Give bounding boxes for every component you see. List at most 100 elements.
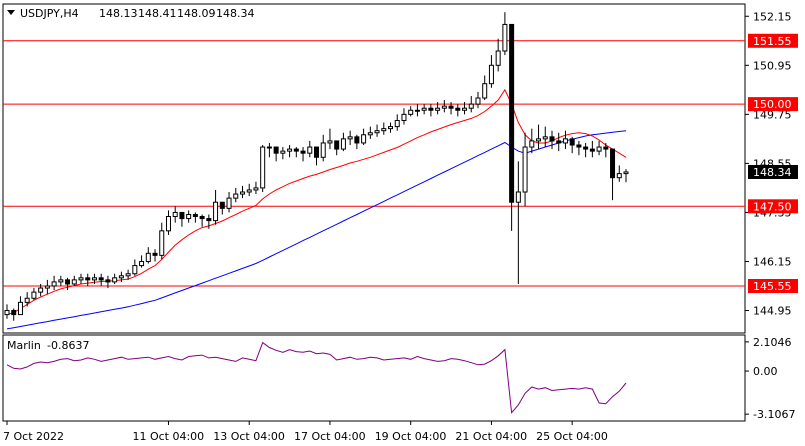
candle[interactable]	[105, 275, 111, 289]
candle[interactable]	[536, 124, 542, 150]
candle[interactable]	[408, 106, 414, 117]
candle[interactable]	[192, 212, 198, 223]
candle[interactable]	[273, 146, 279, 162]
candle[interactable]	[172, 206, 178, 223]
candle[interactable]	[213, 189, 219, 225]
candle[interactable]	[569, 136, 575, 154]
candle[interactable]	[549, 130, 555, 150]
candle[interactable]	[522, 132, 528, 207]
candle[interactable]	[556, 132, 562, 152]
candle[interactable]	[4, 304, 10, 319]
candle[interactable]	[125, 269, 131, 280]
candle[interactable]	[320, 134, 326, 162]
candle[interactable]	[509, 23, 515, 231]
candle[interactable]	[589, 140, 595, 158]
candle[interactable]	[85, 273, 91, 286]
candle[interactable]	[58, 275, 64, 286]
time-tick-label: 7 Oct 2022	[3, 430, 64, 443]
candle[interactable]	[206, 214, 212, 229]
candle[interactable]	[78, 273, 84, 284]
candle[interactable]	[293, 147, 299, 158]
candle[interactable]	[239, 185, 245, 199]
candle[interactable]	[448, 102, 454, 115]
candle[interactable]	[475, 91, 481, 109]
candle[interactable]	[91, 273, 97, 284]
candle[interactable]	[340, 132, 346, 152]
candle[interactable]	[388, 122, 394, 133]
candle[interactable]	[65, 277, 71, 291]
candle[interactable]	[152, 249, 158, 262]
candle[interactable]	[71, 275, 77, 286]
candle[interactable]	[435, 102, 441, 115]
level-label-box	[748, 33, 798, 48]
candle[interactable]	[347, 130, 353, 145]
candle[interactable]	[455, 104, 461, 117]
candle[interactable]	[17, 296, 23, 316]
candle[interactable]	[488, 55, 494, 88]
price-tick-label: 146.15	[753, 255, 792, 268]
candle[interactable]	[414, 104, 420, 117]
candle[interactable]	[542, 126, 548, 148]
candle[interactable]	[502, 12, 508, 56]
candle[interactable]	[199, 214, 205, 227]
candle[interactable]	[51, 275, 57, 291]
candle[interactable]	[354, 134, 360, 150]
candle[interactable]	[31, 288, 37, 301]
candle[interactable]	[610, 148, 616, 201]
candle[interactable]	[495, 38, 501, 72]
candle[interactable]	[327, 128, 333, 150]
candle[interactable]	[233, 187, 239, 203]
candle[interactable]	[367, 126, 373, 139]
candle[interactable]	[462, 102, 468, 115]
candle[interactable]	[307, 140, 313, 158]
candle[interactable]	[24, 292, 30, 307]
level-label: 150.00	[753, 98, 792, 111]
candle[interactable]	[38, 283, 44, 297]
candle[interactable]	[515, 161, 521, 284]
candle[interactable]	[468, 95, 474, 113]
dropdown-triangle-icon[interactable]	[7, 10, 15, 15]
candle[interactable]	[165, 210, 171, 235]
candle[interactable]	[219, 201, 225, 215]
candle[interactable]	[616, 165, 622, 182]
candle[interactable]	[428, 104, 434, 117]
candle[interactable]	[300, 147, 306, 162]
candle[interactable]	[562, 130, 568, 150]
candle[interactable]	[287, 145, 293, 158]
candle[interactable]	[246, 183, 252, 197]
candle[interactable]	[226, 192, 232, 213]
candle[interactable]	[159, 222, 165, 260]
candle[interactable]	[603, 142, 609, 158]
candle[interactable]	[280, 147, 286, 160]
candle[interactable]	[179, 211, 185, 227]
candle[interactable]	[529, 128, 535, 154]
candle[interactable]	[583, 142, 589, 158]
candle[interactable]	[260, 145, 266, 192]
candle[interactable]	[132, 259, 138, 276]
candle[interactable]	[253, 181, 259, 195]
candle[interactable]	[139, 255, 145, 268]
candle[interactable]	[576, 140, 582, 156]
candle[interactable]	[118, 271, 124, 282]
candle[interactable]	[266, 142, 272, 158]
candle[interactable]	[394, 114, 400, 131]
candle[interactable]	[44, 279, 50, 295]
candle[interactable]	[361, 128, 367, 145]
candle[interactable]	[186, 210, 192, 223]
candle[interactable]	[11, 308, 17, 321]
candle[interactable]	[441, 100, 447, 113]
candle[interactable]	[334, 140, 340, 156]
candle[interactable]	[482, 75, 488, 101]
candle[interactable]	[623, 169, 629, 183]
candle[interactable]	[421, 104, 427, 115]
time-tick-label: 13 Oct 04:00	[213, 430, 285, 443]
candle[interactable]	[112, 273, 118, 284]
candle[interactable]	[314, 146, 319, 166]
candle[interactable]	[596, 140, 602, 156]
candle[interactable]	[381, 122, 387, 135]
candle[interactable]	[98, 273, 104, 286]
candle[interactable]	[401, 108, 407, 125]
candle[interactable]	[374, 124, 380, 137]
candle[interactable]	[145, 247, 151, 264]
